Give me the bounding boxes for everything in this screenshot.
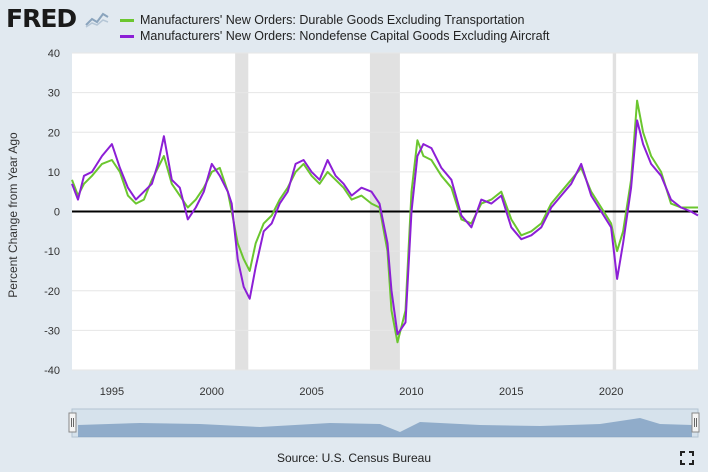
legend-swatch	[120, 34, 134, 38]
x-tick-label: 2005	[299, 386, 323, 398]
y-tick-label: -30	[44, 325, 60, 337]
y-tick-label: 0	[54, 207, 60, 219]
y-tick-label: 40	[48, 48, 60, 60]
x-tick-label: 1995	[100, 386, 124, 398]
logo-text: FRED	[6, 4, 77, 33]
navigator-area	[78, 418, 692, 437]
y-axis-label: Percent Change from Year Ago	[6, 132, 20, 298]
x-tick-label: 2000	[200, 386, 224, 398]
x-tick-label: 2010	[399, 386, 423, 398]
legend-label: Manufacturers' New Orders: Durable Goods…	[140, 13, 525, 27]
y-tick-label: -40	[44, 365, 60, 377]
source-text: Source: U.S. Census Bureau	[276, 451, 432, 465]
y-tick-label: 30	[48, 88, 60, 100]
fullscreen-icon[interactable]	[680, 451, 694, 465]
legend-label: Manufacturers' New Orders: Nondefense Ca…	[140, 29, 550, 43]
series-line-capital-goods[interactable]	[71, 119, 699, 336]
y-tick-labels: -40 -30 -20 -10 0 10 20 30 40	[44, 48, 60, 377]
x-tick-labels: 1995 2000 2005 2010 2015 2020	[100, 386, 624, 398]
y-tick-label: -20	[44, 286, 60, 298]
series-line-durable-goods[interactable]	[71, 99, 698, 344]
x-tick-label: 2020	[599, 386, 623, 398]
series-lines	[71, 99, 699, 344]
fred-logo[interactable]: FRED	[6, 4, 110, 33]
grid-lines	[72, 52, 698, 371]
navigator[interactable]	[68, 408, 700, 438]
chart-line-icon	[83, 9, 110, 29]
legend-item-capital-goods[interactable]: Manufacturers' New Orders: Nondefense Ca…	[120, 28, 550, 44]
y-tick-label: -10	[44, 246, 60, 258]
y-tick-label: 10	[48, 167, 60, 179]
legend-item-durable-goods[interactable]: Manufacturers' New Orders: Durable Goods…	[120, 12, 550, 28]
slider-handle-icon[interactable]	[68, 412, 77, 433]
legend-swatch	[120, 18, 134, 22]
slider-handle-icon[interactable]	[691, 412, 700, 433]
y-tick-label: 20	[48, 127, 60, 139]
legend: Manufacturers' New Orders: Durable Goods…	[120, 12, 550, 44]
x-tick-label: 2015	[499, 386, 523, 398]
